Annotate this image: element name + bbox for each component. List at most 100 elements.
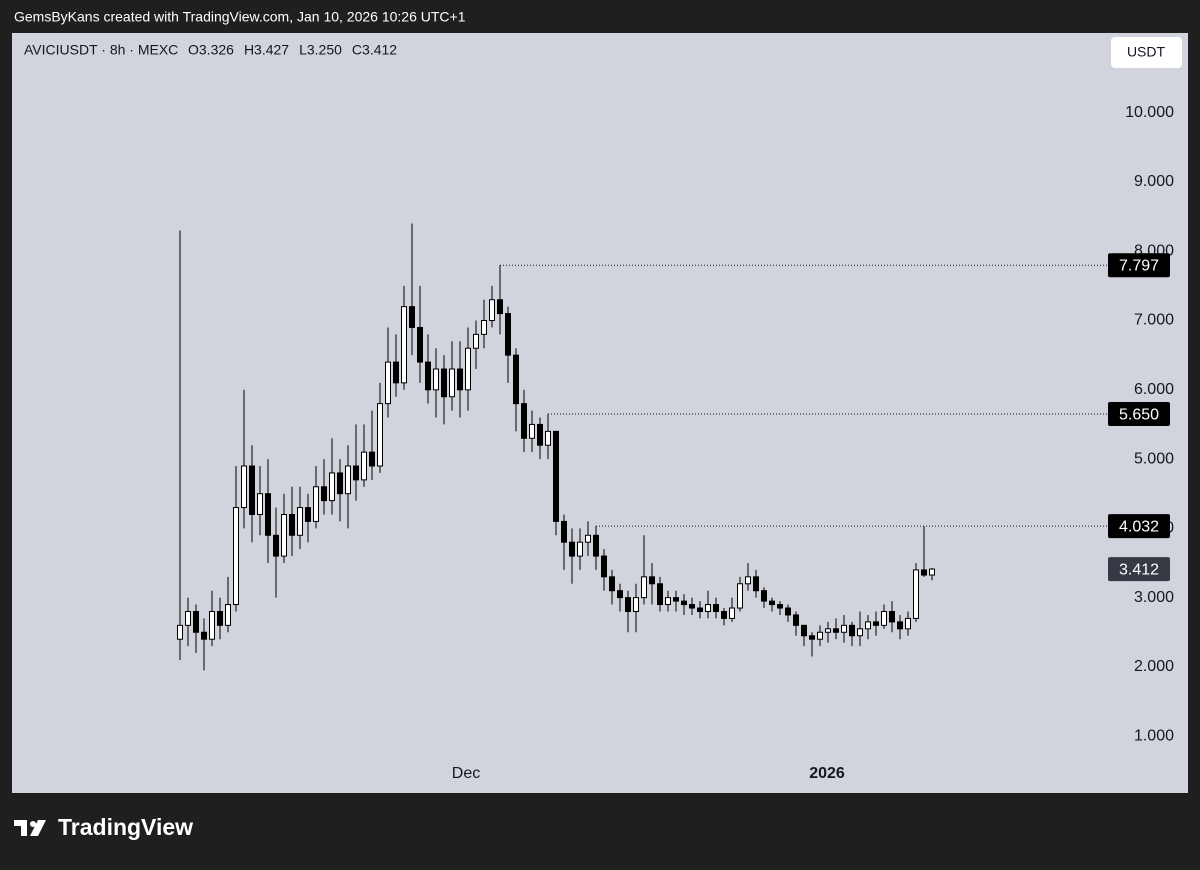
ohlc-value: C3.412 bbox=[352, 42, 397, 58]
candle-body bbox=[697, 607, 703, 612]
candle-body bbox=[353, 465, 359, 481]
y-tick-label: 2.000 bbox=[1134, 658, 1174, 675]
candle-body bbox=[321, 486, 327, 502]
candle-body bbox=[729, 607, 735, 619]
candle-body bbox=[649, 576, 655, 585]
candle-body bbox=[897, 621, 903, 630]
candle-body bbox=[785, 607, 791, 616]
candle-body bbox=[793, 614, 799, 626]
currency-label: USDT bbox=[1127, 44, 1166, 60]
candle-body bbox=[721, 610, 727, 619]
candle-body bbox=[641, 576, 647, 599]
candle-body bbox=[681, 600, 687, 606]
candle-body bbox=[905, 617, 911, 630]
candle-body bbox=[545, 430, 551, 446]
candle-body bbox=[657, 583, 663, 606]
candle-body bbox=[841, 624, 847, 633]
price-label-box bbox=[1108, 514, 1170, 539]
ohlc-value: O3.326 bbox=[188, 42, 234, 58]
brand: TradingView bbox=[58, 814, 193, 840]
candle-body bbox=[553, 430, 559, 522]
candle-body bbox=[801, 624, 807, 637]
candle-body bbox=[857, 628, 863, 637]
candle-body bbox=[537, 423, 543, 446]
candle-body bbox=[385, 361, 391, 405]
candle-body bbox=[185, 610, 191, 626]
candle-body bbox=[313, 486, 319, 522]
chart-panel bbox=[12, 33, 1188, 793]
candle-body bbox=[513, 354, 519, 405]
candle-body bbox=[225, 604, 231, 626]
candle-body bbox=[449, 368, 455, 398]
candle-body bbox=[233, 507, 239, 606]
candle-body bbox=[289, 513, 295, 536]
candle-body bbox=[529, 423, 535, 439]
y-tick-label: 1.000 bbox=[1134, 727, 1174, 744]
candle-body bbox=[817, 631, 823, 640]
candle-body bbox=[569, 541, 575, 557]
candle-body bbox=[601, 555, 607, 578]
price-label-box bbox=[1108, 402, 1170, 427]
candle-body bbox=[665, 597, 671, 606]
last-price-label: 3.412 bbox=[1119, 561, 1159, 578]
candle-body bbox=[345, 465, 351, 495]
candle-body bbox=[873, 621, 879, 626]
candle-body bbox=[521, 403, 527, 439]
y-tick-label: 6.000 bbox=[1134, 381, 1174, 398]
candle-body bbox=[489, 299, 495, 322]
candle-body bbox=[577, 541, 583, 557]
candle-body bbox=[705, 604, 711, 612]
candle-body bbox=[585, 534, 591, 543]
candle-body bbox=[209, 610, 215, 640]
candle-body bbox=[305, 507, 311, 522]
candle-body bbox=[329, 472, 335, 502]
brand-logo bbox=[14, 820, 46, 836]
candle-body bbox=[929, 568, 935, 576]
y-tick-label: 3.000 bbox=[1134, 589, 1174, 606]
candle-body bbox=[809, 635, 815, 640]
candle-body bbox=[673, 597, 679, 602]
candle-body bbox=[849, 624, 855, 637]
currency-button[interactable] bbox=[1111, 37, 1182, 68]
candle-body bbox=[201, 631, 207, 640]
x-tick-label: Dec bbox=[452, 765, 480, 782]
candle-body bbox=[433, 368, 439, 391]
candle-body bbox=[609, 576, 615, 592]
candle-body bbox=[761, 590, 767, 602]
candle-body bbox=[881, 610, 887, 626]
ohlc-value: H3.427 bbox=[244, 42, 289, 58]
candle-body bbox=[593, 534, 599, 557]
candle-body bbox=[833, 628, 839, 633]
candle-body bbox=[921, 569, 927, 576]
y-tick-label: 5.000 bbox=[1134, 450, 1174, 467]
candle-body bbox=[689, 604, 695, 609]
candle-body bbox=[505, 313, 511, 356]
y-tick-label: 9.000 bbox=[1134, 173, 1174, 190]
candle-body bbox=[361, 451, 367, 481]
y-tick-label: 10.000 bbox=[1125, 104, 1174, 121]
candle-body bbox=[409, 306, 415, 328]
ohlc-value: L3.250 bbox=[299, 42, 342, 58]
candle-body bbox=[297, 507, 303, 536]
candle-body bbox=[393, 361, 399, 384]
price-label-box bbox=[1108, 253, 1170, 278]
candle-body bbox=[177, 624, 183, 640]
candle-body bbox=[889, 610, 895, 623]
candle-body bbox=[625, 597, 631, 612]
candle-body bbox=[193, 610, 199, 633]
symbol: AVICIUSDT · 8h · MEXC bbox=[24, 42, 178, 58]
last-price-box bbox=[1108, 557, 1170, 582]
candle-body bbox=[737, 583, 743, 609]
candle-body bbox=[241, 465, 247, 509]
candle-body bbox=[465, 347, 471, 391]
price-label: 5.650 bbox=[1119, 406, 1159, 423]
candle-body bbox=[425, 361, 431, 391]
candle-body bbox=[217, 610, 223, 626]
candle-body bbox=[769, 600, 775, 606]
candle-body bbox=[633, 597, 639, 612]
candle-body bbox=[617, 590, 623, 599]
candle-body bbox=[401, 306, 407, 384]
price-label: 4.032 bbox=[1119, 518, 1159, 535]
